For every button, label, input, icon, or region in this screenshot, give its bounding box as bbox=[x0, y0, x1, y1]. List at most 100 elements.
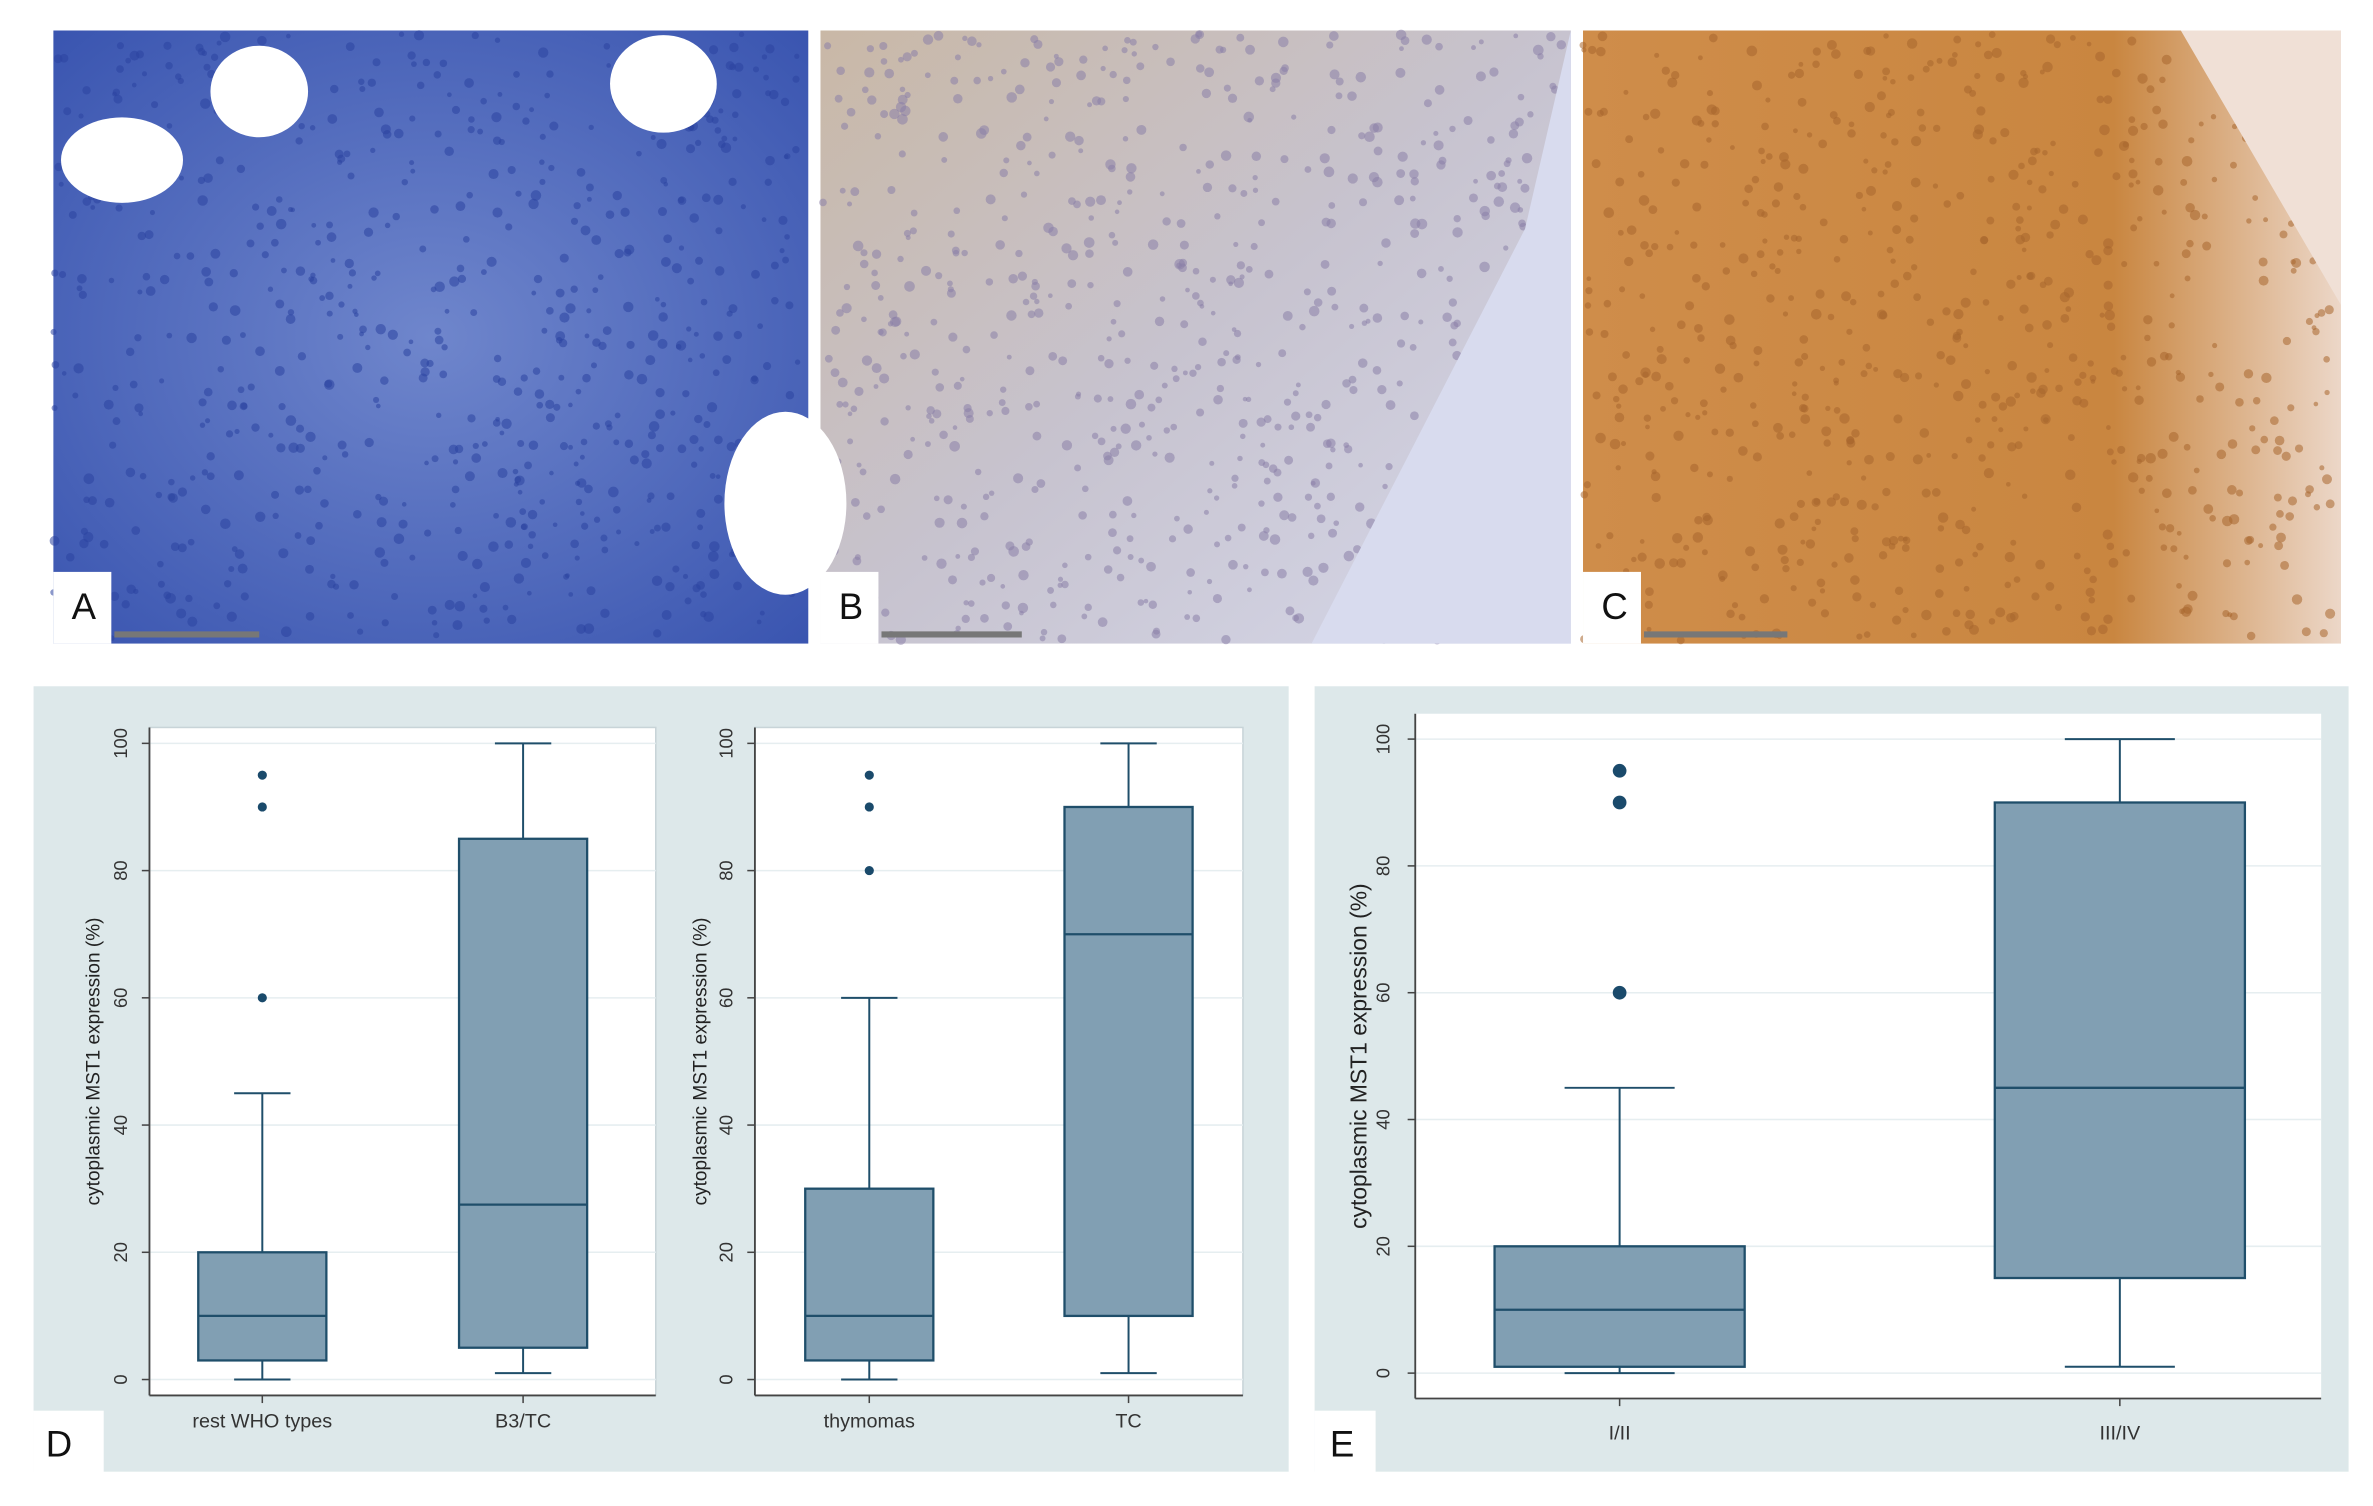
nucleus bbox=[1897, 535, 1904, 542]
y-tick-label: 40 bbox=[1373, 1109, 1394, 1129]
nucleus bbox=[2018, 162, 2025, 170]
nucleus bbox=[1796, 499, 1805, 508]
nucleus bbox=[1129, 38, 1137, 46]
nucleus bbox=[1198, 337, 1207, 346]
nucleus bbox=[1022, 298, 1030, 306]
nucleus bbox=[1919, 428, 1930, 438]
nucleus bbox=[874, 133, 882, 140]
nucleus bbox=[347, 172, 355, 180]
nucleus bbox=[1085, 196, 1096, 207]
nucleus bbox=[1302, 566, 1313, 577]
nucleus bbox=[462, 236, 470, 243]
nucleus bbox=[861, 316, 867, 323]
nucleus bbox=[1252, 187, 1259, 193]
nucleus bbox=[1231, 483, 1238, 489]
nucleus bbox=[1752, 80, 1762, 91]
nucleus bbox=[2044, 368, 2050, 373]
nucleus bbox=[1065, 302, 1073, 310]
outlier bbox=[257, 993, 267, 1003]
nucleus bbox=[1646, 626, 1652, 632]
nucleus bbox=[189, 475, 196, 481]
nucleus bbox=[1788, 295, 1795, 302]
nucleus bbox=[2244, 559, 2251, 566]
nucleus bbox=[2170, 545, 2178, 553]
nucleus bbox=[634, 541, 640, 547]
nucleus bbox=[2095, 51, 2106, 62]
nucleus bbox=[943, 495, 953, 505]
nucleus bbox=[1061, 440, 1073, 451]
nucleus bbox=[877, 328, 884, 336]
nucleus bbox=[1006, 310, 1017, 321]
nucleus bbox=[68, 210, 77, 219]
nucleus bbox=[1291, 114, 1297, 120]
nucleus bbox=[1321, 217, 1331, 227]
nucleus bbox=[1963, 343, 1969, 349]
nucleus bbox=[452, 459, 459, 465]
nucleus bbox=[657, 338, 668, 349]
nucleus bbox=[1717, 570, 1728, 581]
nucleus bbox=[1155, 396, 1163, 404]
nucleus bbox=[548, 164, 555, 172]
nucleus bbox=[1320, 259, 1330, 269]
nucleus bbox=[384, 222, 391, 229]
nucleus bbox=[1672, 533, 1683, 544]
nucleus bbox=[909, 349, 920, 360]
nucleus bbox=[1394, 195, 1405, 206]
nucleus bbox=[784, 234, 790, 240]
nucleus bbox=[374, 270, 381, 277]
nucleus bbox=[1231, 327, 1237, 332]
nucleus bbox=[187, 616, 198, 627]
nucleus bbox=[733, 330, 743, 340]
nucleus bbox=[2258, 543, 2264, 549]
nucleus bbox=[1279, 66, 1288, 75]
nucleus bbox=[201, 267, 211, 277]
nucleus bbox=[952, 425, 958, 430]
nucleus bbox=[955, 625, 961, 632]
nucleus bbox=[1258, 531, 1269, 541]
nucleus bbox=[240, 332, 246, 338]
nucleus bbox=[1117, 200, 1122, 206]
nucleus bbox=[701, 193, 711, 203]
nucleus bbox=[210, 248, 221, 259]
nucleus bbox=[2060, 314, 2070, 323]
nucleus bbox=[1048, 151, 1056, 159]
nucleus bbox=[1609, 438, 1621, 450]
nucleus bbox=[1815, 289, 1825, 299]
nucleus bbox=[593, 516, 601, 523]
nucleus bbox=[2175, 372, 2186, 382]
nucleus bbox=[1107, 396, 1114, 402]
nucleus bbox=[1109, 447, 1120, 458]
nucleus bbox=[290, 207, 295, 213]
nucleus bbox=[1933, 382, 1939, 388]
nucleus bbox=[1202, 182, 1213, 193]
box bbox=[804, 1187, 935, 1362]
nucleus bbox=[1965, 609, 1976, 620]
nucleus bbox=[2146, 85, 2155, 94]
nucleus bbox=[2246, 218, 2252, 224]
nucleus bbox=[1991, 392, 2001, 402]
nucleus bbox=[1974, 417, 1981, 423]
nucleus bbox=[650, 134, 656, 140]
nucleus bbox=[2130, 224, 2138, 232]
nucleus bbox=[534, 389, 545, 399]
nucleus bbox=[1295, 382, 1301, 388]
nucleus bbox=[451, 485, 460, 494]
nucleus bbox=[785, 301, 794, 310]
nucleus bbox=[1258, 500, 1265, 507]
nucleus bbox=[837, 377, 848, 388]
nucleus bbox=[1127, 189, 1133, 195]
nucleus bbox=[709, 473, 716, 479]
nucleus bbox=[51, 404, 58, 411]
nucleus bbox=[522, 117, 530, 125]
nucleus bbox=[1952, 390, 1964, 402]
nucleus bbox=[1201, 88, 1212, 99]
nucleus bbox=[1161, 382, 1168, 389]
nucleus bbox=[1701, 549, 1708, 556]
nucleus bbox=[2227, 439, 2238, 449]
nucleus bbox=[77, 273, 87, 284]
nucleus bbox=[859, 259, 869, 269]
nucleus bbox=[2079, 398, 2089, 408]
nucleus bbox=[2103, 245, 2113, 256]
nucleus bbox=[1057, 634, 1067, 644]
